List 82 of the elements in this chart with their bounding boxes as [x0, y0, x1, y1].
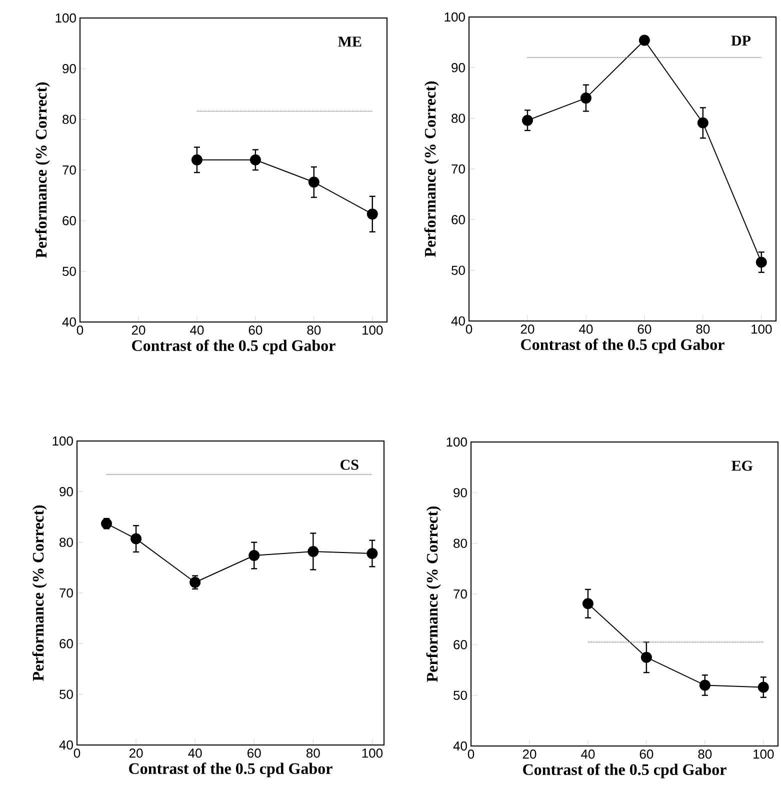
y-tick-label: 40 — [453, 741, 467, 751]
x-tick-label: 0 — [466, 324, 472, 334]
y-tick-label: 50 — [454, 690, 467, 700]
y-tick-label: 70 — [452, 164, 465, 174]
y-tick-label: 80 — [452, 114, 465, 123]
x-tick-label: 60 — [640, 750, 654, 759]
x-tick-label: 100 — [754, 750, 774, 759]
point — [697, 117, 708, 128]
x-tick-label: 20 — [132, 326, 146, 335]
x-tick-label: 0 — [468, 750, 474, 759]
y-tick-label: 100 — [444, 12, 465, 22]
point — [366, 208, 378, 220]
x-axis-title: Contrast of the 0.5 cpd Gabor — [129, 762, 332, 778]
y-tick-label: 100 — [52, 436, 73, 446]
y-tick-label: 100 — [446, 437, 467, 447]
annotation: EG — [732, 460, 753, 471]
x-tick-label: 80 — [307, 326, 321, 335]
point — [580, 92, 592, 104]
y-tick-label: 90 — [60, 487, 73, 496]
y-tick-label: 60 — [62, 216, 76, 226]
x-tick-label: 80 — [696, 324, 710, 334]
y-tick-label: 70 — [454, 589, 467, 599]
point — [699, 680, 710, 691]
y-tick-label: 90 — [452, 63, 465, 72]
x-axis-title: Contrast of the 0.5 cpd Gabor — [523, 764, 726, 778]
x-tick-label: 80 — [306, 748, 320, 758]
x-tick-label: 20 — [522, 750, 536, 759]
point — [366, 548, 378, 559]
y-tick-label: 80 — [454, 538, 467, 548]
x-tick-label: 20 — [129, 748, 143, 758]
y-axis-title: Performance (% Correct) — [32, 505, 47, 681]
y-tick-label: 60 — [454, 640, 467, 650]
x-tick-label: 20 — [520, 324, 534, 334]
x-tick-label: 40 — [190, 326, 204, 335]
point — [130, 533, 142, 544]
point — [756, 256, 767, 268]
point — [308, 546, 319, 557]
y-tick-label: 50 — [452, 266, 465, 275]
point — [640, 652, 652, 663]
point — [522, 114, 533, 126]
x-tick-label: 40 — [581, 750, 595, 759]
x-tick-label: 0 — [76, 326, 84, 335]
y-tick-label: 70 — [60, 588, 73, 598]
x-tick-label: 80 — [698, 750, 712, 759]
y-tick-label: 60 — [452, 215, 465, 224]
y-axis-title: Performance (% Correct) — [35, 82, 50, 258]
annotation: DP — [731, 36, 751, 46]
x-axis-title: Contrast of the 0.5 cpd Gabor — [521, 338, 724, 354]
x-tick-label: 60 — [638, 324, 652, 334]
y-tick-label: 40 — [62, 317, 76, 327]
y-tick-label: 90 — [62, 64, 76, 74]
point — [101, 518, 112, 530]
x-tick-label: 60 — [248, 748, 261, 758]
x-tick-label: 100 — [752, 324, 772, 334]
x-tick-label: 60 — [248, 326, 262, 335]
point — [248, 550, 260, 562]
x-tick-label: 40 — [188, 748, 202, 758]
y-tick-label: 80 — [62, 114, 76, 124]
y-tick-label: 40 — [59, 740, 73, 750]
x-tick-label: 100 — [362, 748, 383, 758]
y-tick-label: 50 — [62, 266, 76, 276]
annotation: CS — [340, 460, 358, 470]
y-tick-label: 100 — [56, 13, 76, 23]
annotation: ME — [338, 36, 362, 47]
y-tick-label: 40 — [451, 316, 465, 326]
y-tick-label: 70 — [62, 165, 76, 175]
y-tick-label: 50 — [60, 690, 73, 699]
y-tick-label: 60 — [60, 639, 73, 648]
point — [758, 682, 769, 693]
point — [638, 34, 650, 46]
y-axis-title: Performance (% Correct) — [426, 506, 441, 682]
y-axis-title: Performance (% Correct) — [424, 81, 439, 257]
y-tick-label: 90 — [454, 488, 467, 498]
x-tick-label: 100 — [362, 326, 383, 335]
point — [191, 154, 202, 166]
point — [250, 154, 261, 166]
y-tick-label: 80 — [60, 538, 73, 547]
x-tick-label: 0 — [74, 748, 80, 758]
x-tick-label: 40 — [579, 324, 593, 334]
x-axis-title: Contrast of the 0.5 cpd Gabor — [132, 340, 336, 354]
point — [582, 598, 594, 610]
point — [308, 176, 320, 188]
